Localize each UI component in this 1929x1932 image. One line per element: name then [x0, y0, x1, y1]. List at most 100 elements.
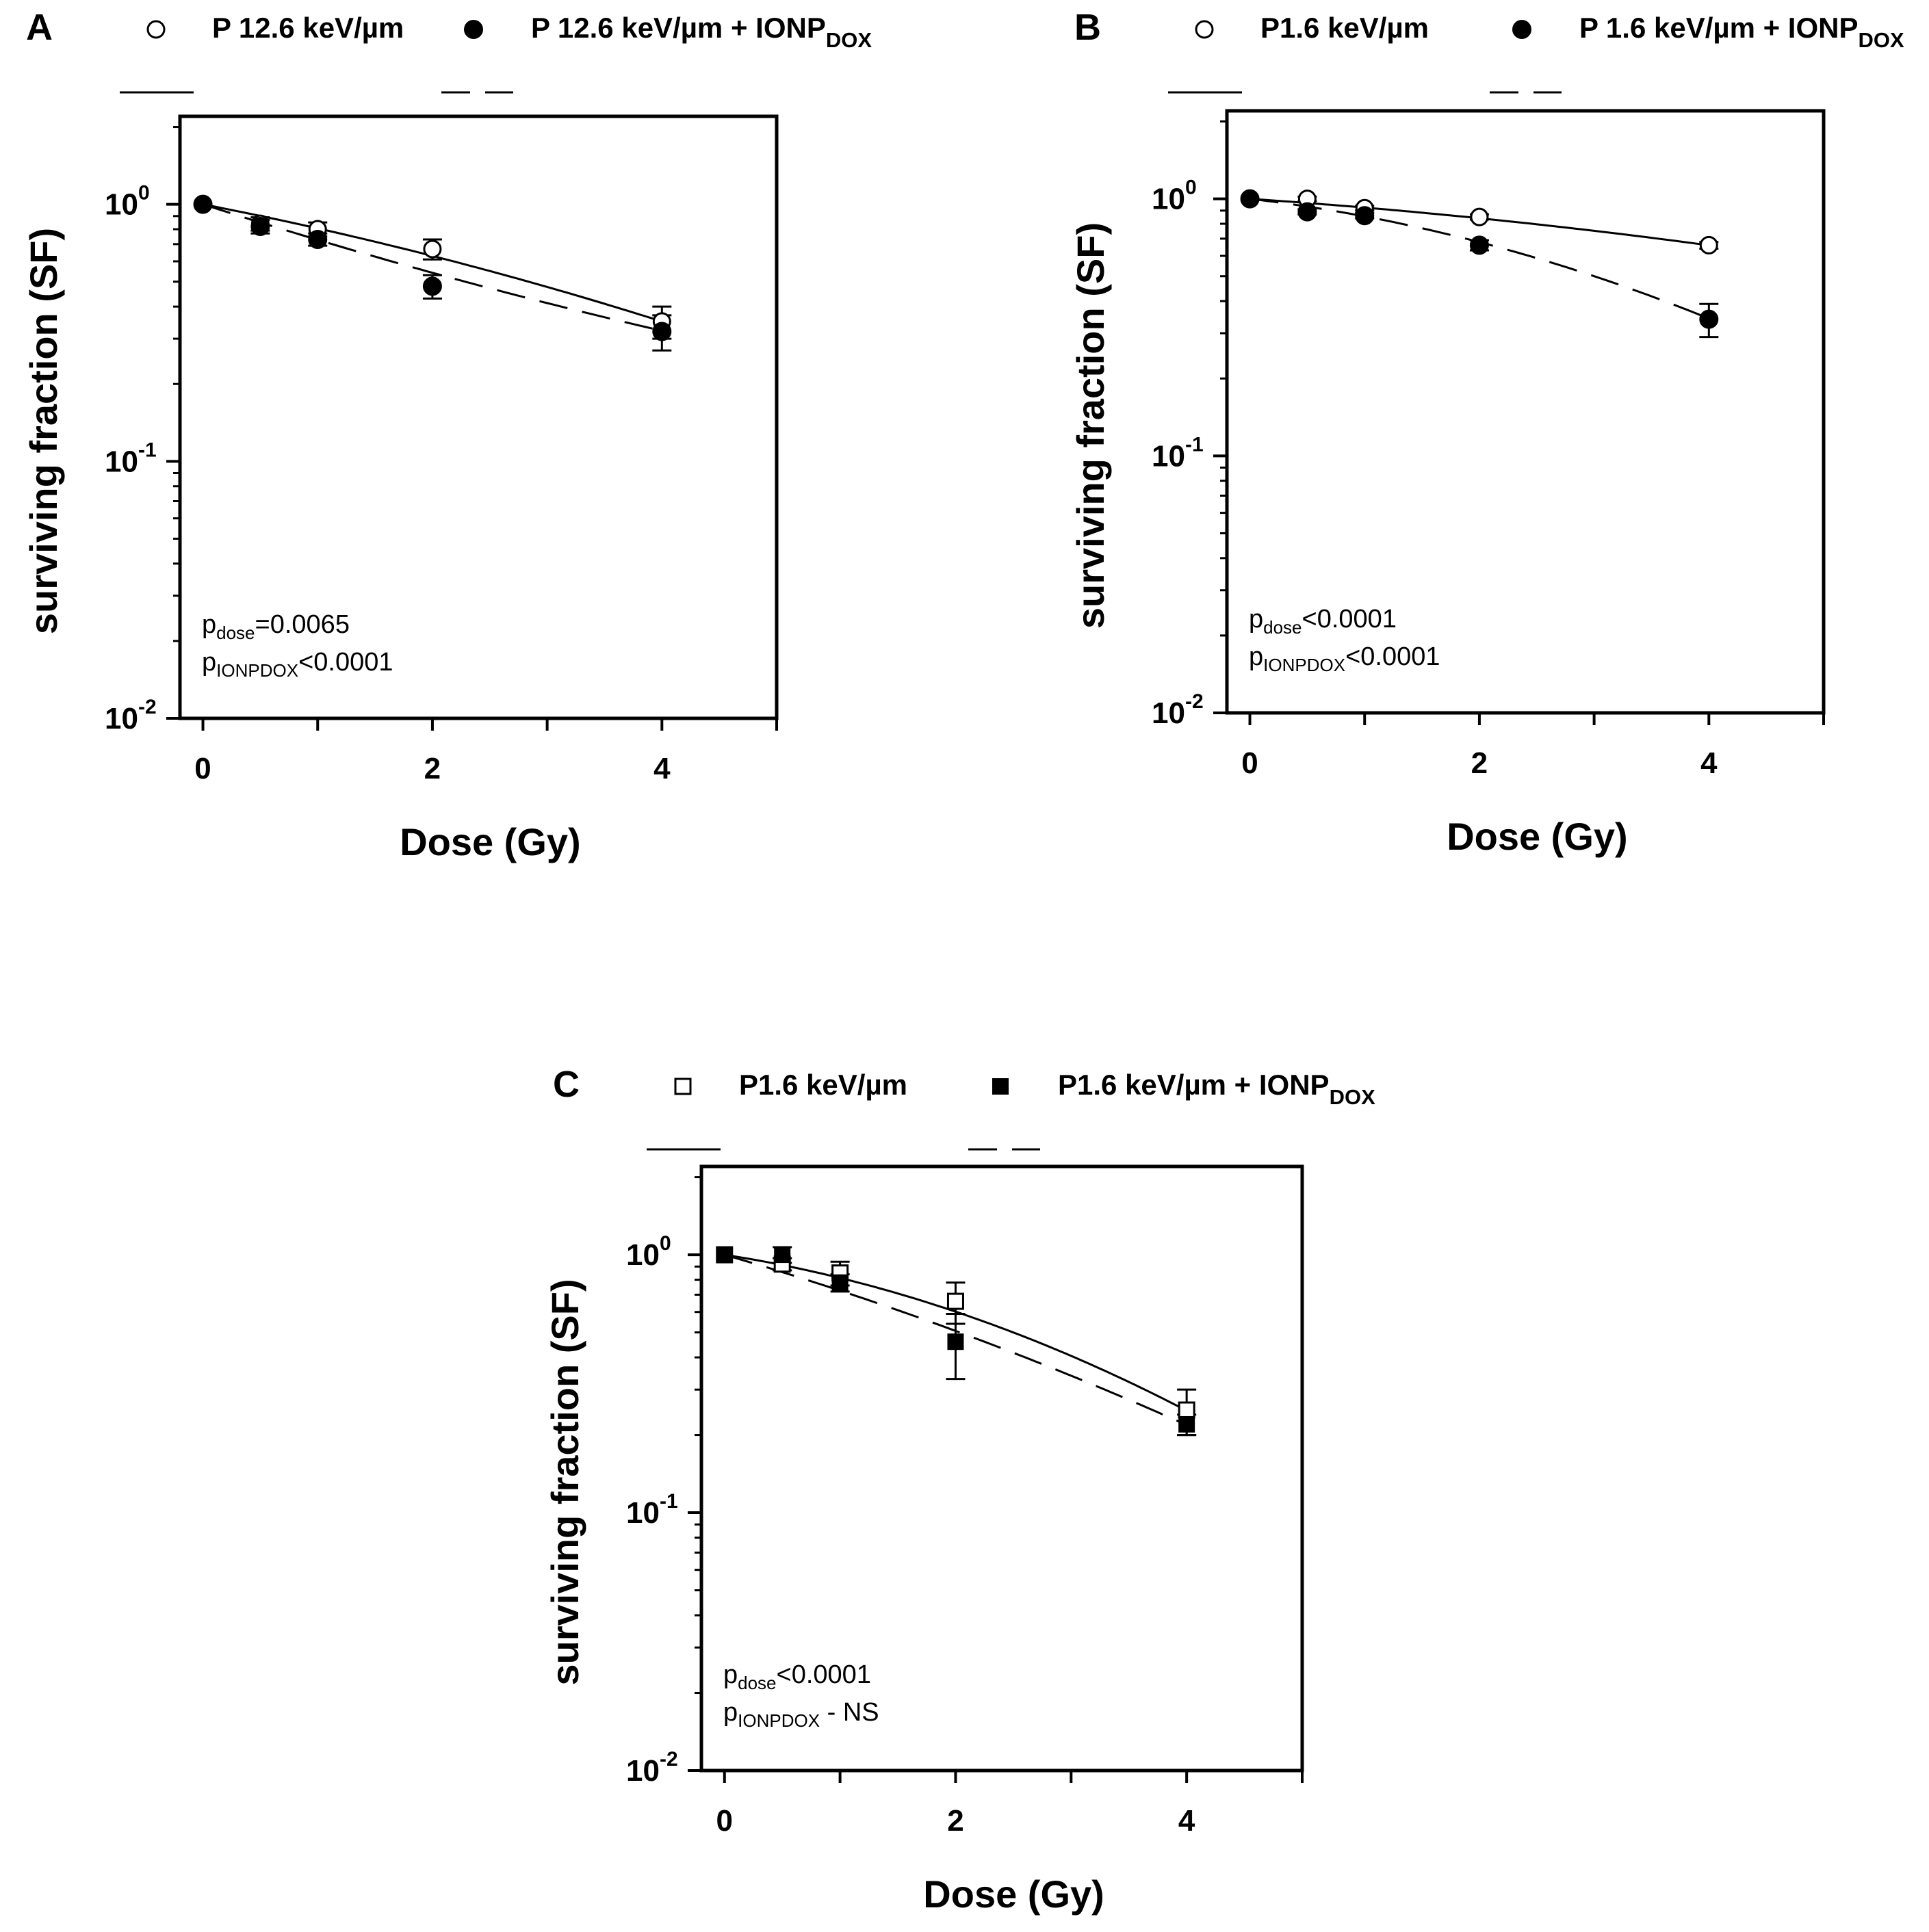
p-value-subscript: dose	[216, 623, 255, 643]
y-tick-exponent: -1	[138, 439, 157, 461]
legend-marker-open-square	[674, 1078, 692, 1095]
legend-label-sub: DOX	[826, 28, 872, 52]
y-tick-exponent: 0	[660, 1232, 671, 1255]
x-tick-label: 0	[194, 752, 211, 785]
p-value-symbol: p	[1249, 642, 1263, 671]
data-point-open-square	[946, 1292, 964, 1310]
y-tick-base: 10	[105, 188, 138, 222]
p-value-symbol: p	[723, 1698, 738, 1727]
legend-label-main: P 12.6 keV/µm	[212, 12, 404, 44]
y-tick-base: 10	[626, 1496, 660, 1530]
p-value-annotation: pIONPDOX - NS	[723, 1698, 879, 1731]
y-tick-base: 10	[1152, 696, 1185, 730]
y-tick-label: 10-1	[105, 439, 157, 478]
data-point-open-circle	[1699, 235, 1718, 254]
data-point-filled-circle	[422, 276, 442, 296]
y-tick-base: 10	[1152, 183, 1185, 216]
y-axis-title: surviving fraction (SF)	[22, 228, 65, 634]
p-value-text: <0.0001	[298, 648, 393, 677]
legend-entry: P 12.6 keV/µm + IONPDOX	[441, 12, 872, 94]
y-axis-title: surviving fraction (SF)	[1069, 222, 1112, 629]
plot-frame	[1225, 109, 1826, 715]
data-point-open-square	[1178, 1401, 1195, 1419]
legend-entry: P1.6 keV/µm	[647, 1069, 907, 1151]
legend-marker-open-circle	[1195, 20, 1214, 39]
legend-entry: P 12.6 keV/µm	[120, 12, 404, 94]
p-value-symbol: p	[723, 1660, 738, 1689]
data-point-filled-square	[947, 1333, 964, 1350]
p-value-annotation: pdose<0.0001	[1249, 605, 1397, 638]
y-tick-label: 10-2	[1152, 690, 1204, 730]
data-point-filled-square	[774, 1246, 791, 1264]
data-point-filled-circle	[1240, 189, 1260, 209]
x-axis-title: Dose (Gy)	[923, 1872, 1104, 1916]
data-point-filled-square	[1178, 1415, 1195, 1433]
y-tick-base: 10	[105, 702, 138, 735]
data-point-open-circle	[1470, 207, 1489, 226]
x-tick-label: 0	[1241, 746, 1258, 780]
y-axis-title: surviving fraction (SF)	[543, 1279, 586, 1685]
p-value-subscript: IONPDOX	[216, 660, 298, 681]
legend-entry: P1.6 keV/µm + IONPDOX	[968, 1069, 1376, 1151]
y-tick-label: 10-1	[1152, 433, 1204, 473]
legend-label: P 12.6 keV/µm	[212, 12, 404, 44]
x-tick-label: 4	[1178, 1804, 1195, 1838]
x-axis-title: Dose (Gy)	[1447, 815, 1628, 858]
data-point-filled-circle	[1699, 309, 1719, 329]
p-value-annotation: pdose<0.0001	[723, 1660, 871, 1693]
legend-label-sub: DOX	[1330, 1085, 1376, 1109]
legend-label: P1.6 keV/µm	[1260, 12, 1429, 44]
y-tick-label: 100	[626, 1232, 671, 1272]
legend-label-main: P 12.6 keV/µm + IONP	[531, 12, 826, 44]
data-point-filled-square	[716, 1246, 733, 1264]
y-tick-label: 100	[105, 182, 150, 222]
x-tick-label: 4	[653, 752, 671, 785]
panel-a: A P 12.6 keV/µm P 12.6 keV/µm + IONPDOX 0 2 4…	[22, 7, 872, 863]
data-point-filled-circle	[1355, 206, 1375, 226]
y-tick-exponent: -2	[1185, 690, 1204, 713]
p-value-text: <0.0001	[777, 1660, 871, 1689]
y-tick-exponent: 0	[1185, 177, 1197, 199]
fit-curve-solid	[203, 203, 662, 323]
plot-frame	[699, 1164, 1304, 1773]
panel-label: B	[1074, 7, 1101, 48]
y-tick-exponent: -2	[138, 696, 157, 718]
legend-marker-open-circle	[146, 20, 166, 39]
panel-label: C	[553, 1064, 580, 1105]
legend-label-main: P1.6 keV/µm	[739, 1069, 907, 1101]
p-value-symbol: p	[1249, 605, 1263, 634]
data-point-filled-circle	[308, 229, 328, 249]
x-axis-title: Dose (Gy)	[400, 820, 581, 863]
legend-marker-filled-circle	[464, 20, 483, 39]
x-tick-label: 2	[424, 752, 441, 785]
y-tick-label: 10-2	[105, 696, 157, 735]
p-value-symbol: p	[202, 610, 216, 639]
x-tick-label: 0	[716, 1804, 733, 1838]
p-value-subscript: IONPDOX	[738, 1710, 820, 1731]
x-tick-label: 2	[1471, 746, 1488, 780]
x-tick-label: 2	[947, 1804, 963, 1838]
data-point-filled-circle	[193, 194, 213, 214]
y-tick-base: 10	[626, 1238, 660, 1272]
legend-label: P 1.6 keV/µm + IONPDOX	[1579, 12, 1904, 52]
plot-frame	[178, 114, 779, 720]
data-point-filled-circle	[652, 322, 672, 341]
legend-label: P 12.6 keV/µm + IONPDOX	[531, 12, 872, 52]
legend-marker-filled-square	[992, 1078, 1009, 1095]
y-tick-base: 10	[105, 445, 138, 478]
legend-entry: P 1.6 keV/µm + IONPDOX	[1490, 12, 1904, 94]
y-tick-base: 10	[626, 1754, 660, 1788]
fit-curve-dashed	[203, 203, 662, 332]
legend-label-main: P1.6 keV/µm + IONP	[1058, 1069, 1330, 1101]
y-tick-exponent: -1	[1185, 433, 1204, 456]
p-value-symbol: p	[202, 648, 216, 677]
p-value-subscript: IONPDOX	[1263, 655, 1345, 675]
legend-marker-filled-circle	[1512, 20, 1531, 39]
panel-label: A	[26, 7, 53, 48]
x-tick-label: 4	[1700, 746, 1718, 780]
y-tick-exponent: -1	[660, 1490, 678, 1513]
p-value-text: =0.0065	[255, 610, 350, 639]
